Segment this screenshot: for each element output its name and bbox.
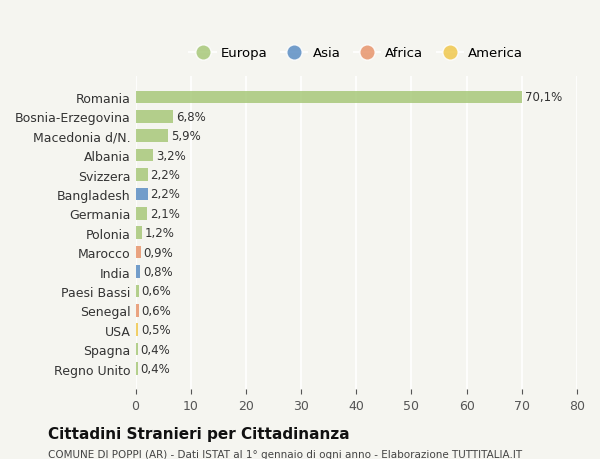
Bar <box>136 246 140 259</box>
Text: COMUNE DI POPPI (AR) - Dati ISTAT al 1° gennaio di ogni anno - Elaborazione TUTT: COMUNE DI POPPI (AR) - Dati ISTAT al 1° … <box>48 449 522 459</box>
Bar <box>136 324 139 336</box>
Text: 0,8%: 0,8% <box>143 265 172 279</box>
Text: 0,4%: 0,4% <box>140 343 170 356</box>
Bar <box>136 130 168 143</box>
Bar <box>136 227 142 240</box>
Text: 1,2%: 1,2% <box>145 227 175 240</box>
Bar <box>136 343 138 356</box>
Text: 2,2%: 2,2% <box>151 169 181 182</box>
Text: Cittadini Stranieri per Cittadinanza: Cittadini Stranieri per Cittadinanza <box>48 425 350 441</box>
Text: 0,5%: 0,5% <box>141 324 171 336</box>
Text: 5,9%: 5,9% <box>171 130 200 143</box>
Bar <box>136 91 523 104</box>
Text: 0,6%: 0,6% <box>142 285 172 298</box>
Text: 3,2%: 3,2% <box>156 149 186 162</box>
Bar <box>136 285 139 297</box>
Text: 0,6%: 0,6% <box>142 304 172 317</box>
Bar <box>136 304 139 317</box>
Text: 70,1%: 70,1% <box>525 91 562 104</box>
Text: 0,4%: 0,4% <box>140 362 170 375</box>
Bar <box>136 266 140 278</box>
Legend: Europa, Asia, Africa, America: Europa, Asia, Africa, America <box>185 43 527 64</box>
Bar <box>136 363 138 375</box>
Text: 0,9%: 0,9% <box>143 246 173 259</box>
Text: 6,8%: 6,8% <box>176 111 206 123</box>
Bar <box>136 111 173 123</box>
Text: 2,1%: 2,1% <box>150 207 180 220</box>
Text: 2,2%: 2,2% <box>151 188 181 201</box>
Bar <box>136 188 148 201</box>
Bar <box>136 207 147 220</box>
Bar <box>136 150 153 162</box>
Bar <box>136 169 148 181</box>
